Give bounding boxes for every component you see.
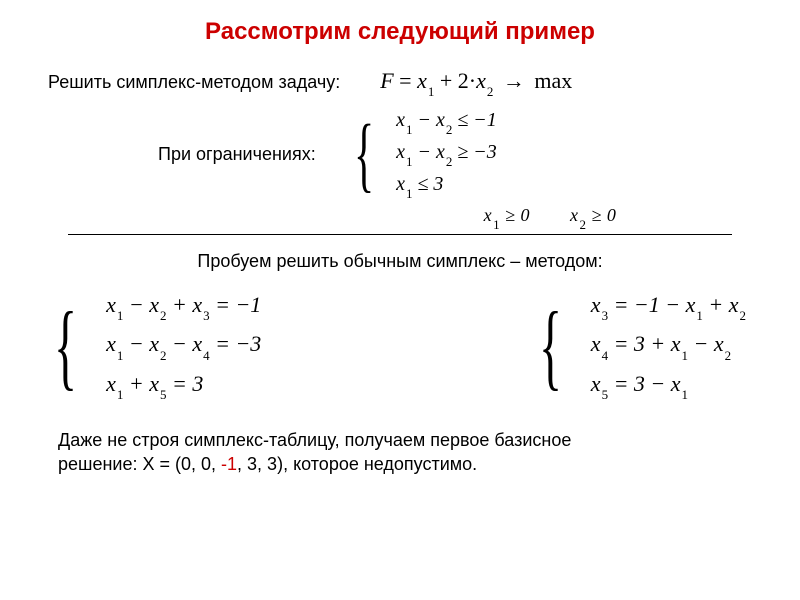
c0a: x <box>396 109 405 131</box>
constraints-row: При ограничениях: { x1 − x2 ≤ −1 x1 − x2… <box>48 109 752 199</box>
nn-g2: ≥ 0 <box>587 205 617 225</box>
conclusion-pre: решение: X = (0, 0, <box>58 454 221 474</box>
l0ai: 1 <box>117 308 124 323</box>
r0r: = −1 − x <box>608 292 695 317</box>
constraints-block: { x1 − x2 ≤ −1 x1 − x2 ≥ −3 x1 ≤ 3 <box>352 109 497 199</box>
r0r2: + x <box>703 292 739 317</box>
r0ri2: 2 <box>740 308 747 323</box>
equation-line: x3 = −1 − x1 + x2 <box>591 292 746 321</box>
r1r2: − x <box>688 331 724 356</box>
r0ri: 1 <box>696 308 703 323</box>
l2a: x <box>106 371 116 396</box>
nn-i2: 2 <box>580 217 587 232</box>
l2r: = 3 <box>166 371 203 396</box>
r2a: x <box>591 371 601 396</box>
l1c: − x <box>166 331 202 356</box>
equation-line: x1 + x5 = 3 <box>106 371 261 400</box>
c0ai: 1 <box>406 122 413 137</box>
l1b: − x <box>123 331 159 356</box>
l1bi: 2 <box>160 348 167 363</box>
obj-lhs: F <box>380 68 393 93</box>
system-right: { x3 = −1 − x1 + x2 x4 = 3 + x1 − x2 x5 … <box>539 292 746 400</box>
obj-target: max <box>534 68 572 93</box>
r1r: = 3 + x <box>608 331 680 356</box>
l2b: + x <box>123 371 159 396</box>
l1ai: 1 <box>117 348 124 363</box>
obj-arrow: → <box>503 68 525 93</box>
c1b: − x <box>412 141 444 163</box>
equation-line: x1 − x2 − x4 = −3 <box>106 331 261 360</box>
constraint-line: x1 − x2 ≤ −1 <box>396 109 497 135</box>
l0a: x <box>106 292 116 317</box>
c2r: ≤ 3 <box>412 173 443 195</box>
l0bi: 2 <box>160 308 167 323</box>
r1ai: 4 <box>602 348 609 363</box>
constraint-line: x1 − x2 ≥ −3 <box>396 141 497 167</box>
r1a: x <box>591 331 601 356</box>
obj-t3: x <box>476 68 486 93</box>
c2a: x <box>396 173 405 195</box>
brace-icon: { <box>354 123 374 186</box>
equation-line: x1 − x2 + x3 = −1 <box>106 292 261 321</box>
conclusion: Даже не строя симплекс-таблицу, получаем… <box>58 428 742 477</box>
obj-eq: = <box>399 68 411 93</box>
system-left: { x1 − x2 + x3 = −1 x1 − x2 − x4 = −3 x1… <box>54 292 261 400</box>
c1ai: 1 <box>406 154 413 169</box>
r0ai: 3 <box>602 308 609 323</box>
constraints-label: При ограничениях: <box>158 144 316 165</box>
brace-icon: { <box>54 309 77 384</box>
l0ci: 3 <box>203 308 210 323</box>
conclusion-post: , 3, 3), которое недопустимо. <box>237 454 477 474</box>
mid-statement: Пробуем решить обычным симплекс – методо… <box>48 251 752 272</box>
l1a: x <box>106 331 116 356</box>
c2ai: 1 <box>406 186 413 201</box>
r2r: = 3 − x <box>608 371 680 396</box>
nn-g1: ≥ 0 <box>500 205 530 225</box>
systems-row: { x1 − x2 + x3 = −1 x1 − x2 − x4 = −3 x1… <box>48 292 752 400</box>
obj-t1: 1 <box>428 84 435 99</box>
brace-icon: { <box>539 309 562 384</box>
r1ri2: 2 <box>725 348 732 363</box>
r2ai: 5 <box>602 387 609 402</box>
l0b: − x <box>123 292 159 317</box>
l1ci: 4 <box>203 348 210 363</box>
obj-t0: x <box>417 68 427 93</box>
l0r: = −1 <box>210 292 262 317</box>
r0a: x <box>591 292 601 317</box>
conclusion-highlight: -1 <box>221 454 237 474</box>
solve-prompt: Решить симплекс-методом задачу: <box>48 72 340 93</box>
nn-i1: 1 <box>493 217 500 232</box>
equation-line: x5 = 3 − x1 <box>591 371 746 400</box>
l2ai: 1 <box>117 387 124 402</box>
constraint-line: x1 ≤ 3 <box>396 173 497 199</box>
l2bi: 5 <box>160 387 167 402</box>
obj-t2: + 2· <box>434 68 476 93</box>
l1r: = −3 <box>210 331 262 356</box>
c1r: ≥ −3 <box>452 141 496 163</box>
c0bi: 2 <box>446 122 453 137</box>
c0b: − x <box>412 109 444 131</box>
nn-x2: x <box>570 205 579 225</box>
l0c: + x <box>166 292 202 317</box>
conclusion-line1: Даже не строя симплекс-таблицу, получаем… <box>58 430 571 450</box>
nn-x1: x <box>484 205 493 225</box>
problem-row: Решить симплекс-методом задачу: F = x1 +… <box>48 68 752 97</box>
c1a: x <box>396 141 405 163</box>
c0r: ≤ −1 <box>452 109 496 131</box>
r2ri: 1 <box>682 387 689 402</box>
nonnegativity: x1 ≥ 0 x2 ≥ 0 <box>348 205 752 230</box>
r1ri: 1 <box>682 348 689 363</box>
equation-line: x4 = 3 + x1 − x2 <box>591 331 746 360</box>
slide-title: Рассмотрим следующий пример <box>48 18 752 46</box>
divider <box>68 234 732 235</box>
c1bi: 2 <box>446 154 453 169</box>
objective-function: F = x1 + 2·x2 → max <box>380 68 572 97</box>
obj-t4: 2 <box>487 84 494 99</box>
